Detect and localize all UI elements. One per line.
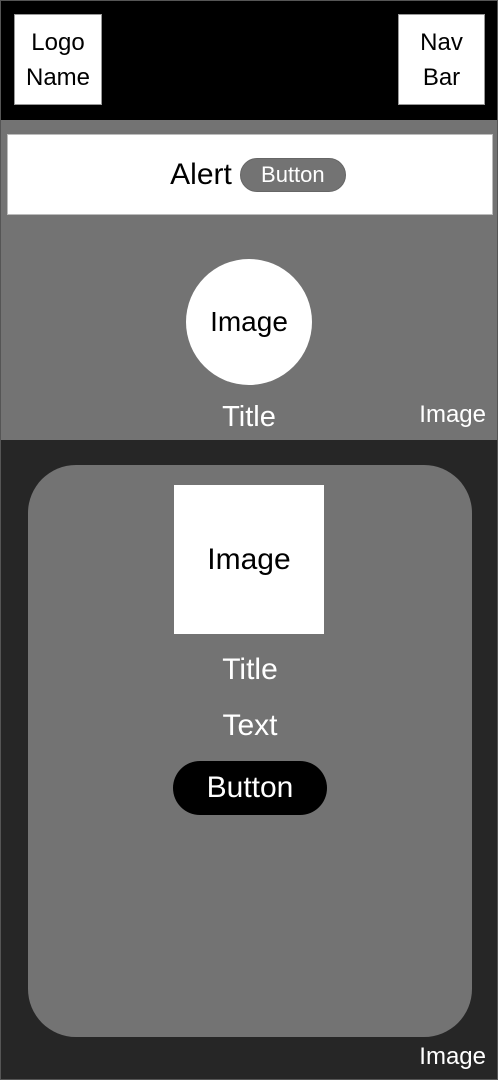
card-button[interactable]: Button xyxy=(173,761,327,815)
section-background-image-label: Image xyxy=(419,1043,486,1070)
hero-section: Alert Button Image Title Image xyxy=(0,120,498,440)
hero-background-image-label: Image xyxy=(419,401,486,428)
header-bar: Logo Name Nav Bar xyxy=(0,0,498,120)
alert-banner: Alert Button xyxy=(7,134,493,215)
card-image-placeholder: Image xyxy=(174,485,324,634)
alert-text: Alert xyxy=(170,157,232,191)
card-text: Text xyxy=(222,709,278,742)
logo-name[interactable]: Logo Name xyxy=(14,14,102,105)
hero-title: Title xyxy=(222,401,276,433)
card-title: Title xyxy=(222,653,278,686)
nav-bar[interactable]: Nav Bar xyxy=(398,14,485,105)
alert-button[interactable]: Button xyxy=(239,157,346,192)
hero-image-placeholder: Image xyxy=(186,259,312,385)
content-card: Image Title Text Button xyxy=(28,465,472,1037)
card-section: Image Title Text Button Image xyxy=(0,440,498,1080)
